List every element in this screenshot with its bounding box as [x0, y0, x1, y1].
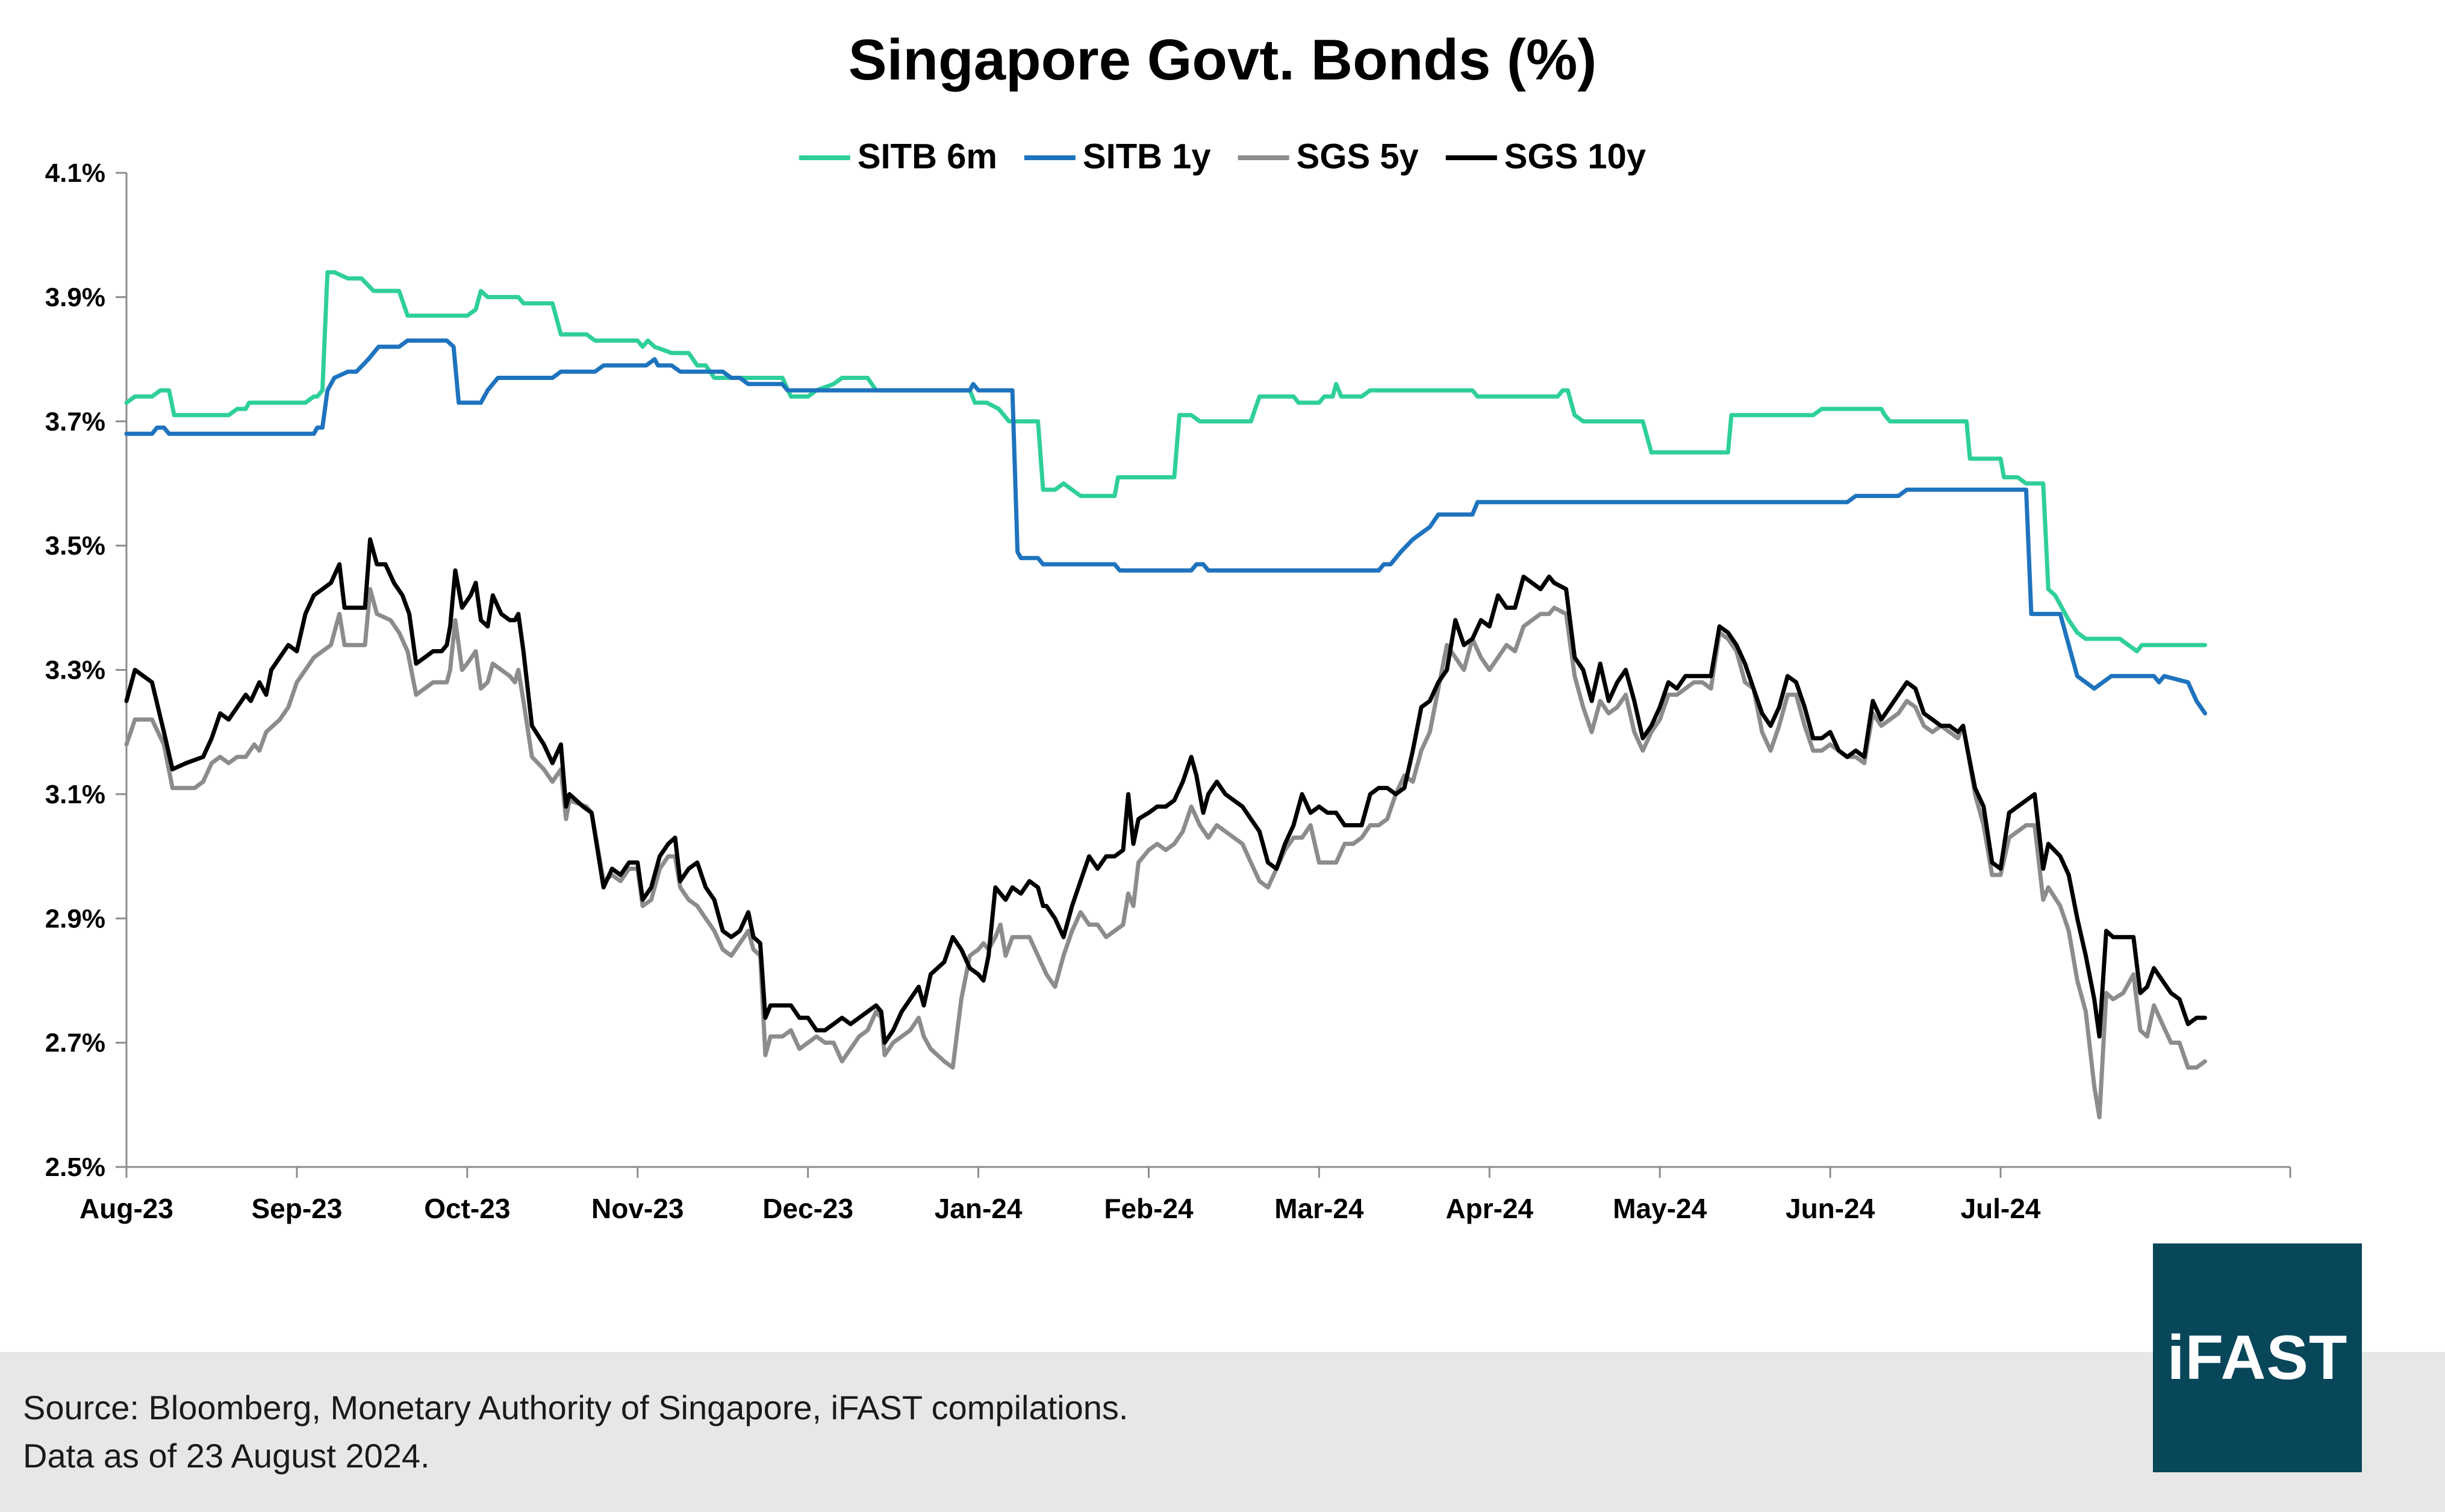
x-tick-label: Aug-23 [79, 1193, 173, 1224]
series-layer [124, 270, 2207, 1119]
x-axis: Aug-23 Sep-23 Oct-23 Nov-23 Dec-23 Jan-24 Feb-… [79, 1166, 2291, 1224]
legend: SITB 6m SITB 1y SGS 5y SGS 10y [799, 137, 1646, 176]
footer [0, 1352, 2445, 1512]
x-tick-label: Oct-23 [424, 1193, 510, 1224]
x-tick-label: Mar-24 [1274, 1193, 1364, 1224]
x-tick-label: Jan-24 [935, 1193, 1023, 1224]
series-line-sgs-5y [124, 586, 2207, 1119]
y-tick-label: 2.7% [45, 1028, 105, 1058]
legend-item-sitb-1y: SITB 1y [1024, 137, 1211, 176]
y-axis: 4.1% 3.9% 3.7% 3.5% 3.3% 3.1% 2.9% 2.7% 2.5% [45, 158, 128, 1182]
x-tick-label: Dec-23 [762, 1193, 853, 1224]
legend-item-sgs-5y: SGS 5y [1238, 137, 1419, 176]
x-tick-label: Jul-24 [1961, 1193, 2041, 1224]
chart: Singapore Govt. Bonds (%) SITB 6m SITB 1y… [45, 28, 2291, 1224]
y-tick-label: 3.5% [45, 531, 105, 561]
series-line-sitb-1y [124, 338, 2207, 716]
x-tick-label: Sep-23 [251, 1193, 342, 1224]
x-tick-label: Apr-24 [1445, 1193, 1533, 1224]
y-tick-label: 3.1% [45, 780, 105, 809]
series-line-sitb-6m [124, 270, 2207, 653]
legend-item-sgs-10y: SGS 10y [1445, 137, 1646, 176]
legend-label: SGS 5y [1297, 137, 1419, 176]
y-tick-label: 3.7% [45, 407, 105, 437]
x-tick-label: May-24 [1613, 1193, 1707, 1224]
y-tick-label: 4.1% [45, 158, 105, 188]
legend-label: SITB 6m [858, 137, 997, 176]
x-tick-label: Jun-24 [1786, 1193, 1875, 1224]
y-tick-label: 2.9% [45, 904, 105, 933]
x-tick-label: Feb-24 [1104, 1193, 1194, 1224]
series-line-sgs-10y [124, 537, 2207, 1045]
legend-item-sitb-6m: SITB 6m [799, 137, 997, 176]
y-tick-label: 3.9% [45, 282, 105, 312]
legend-label: SGS 10y [1504, 137, 1646, 176]
ifast-logo: iFAST [2153, 1243, 2362, 1472]
data-date-note: Data as of 23 August 2024. [23, 1437, 430, 1475]
chart-title: Singapore Govt. Bonds (%) [849, 28, 1597, 92]
y-tick-label: 2.5% [45, 1153, 105, 1182]
x-tick-label: Nov-23 [591, 1193, 684, 1224]
source-note: Source: Bloomberg, Monetary Authority of… [23, 1389, 1129, 1426]
legend-label: SITB 1y [1083, 137, 1211, 176]
y-tick-label: 3.3% [45, 656, 105, 685]
